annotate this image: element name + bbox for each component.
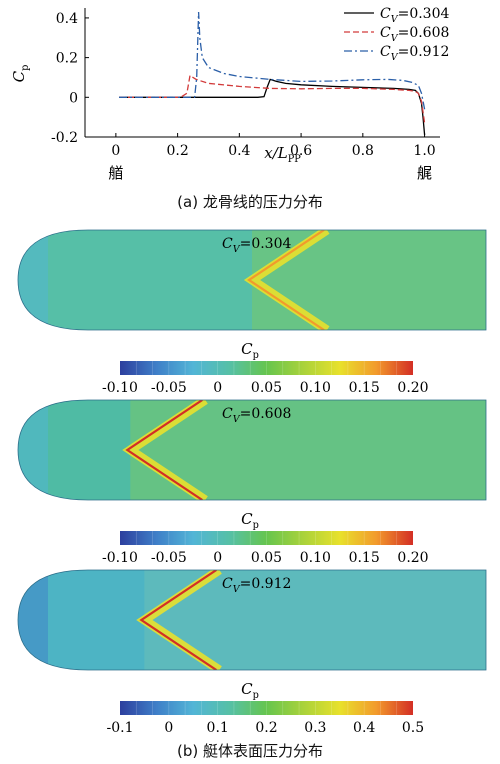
panel-label-3: CV=0.912 — [222, 576, 291, 595]
x-axis-label: x/LPP — [264, 144, 301, 165]
contour-panel-1: CV=0.304 Cp -0.10 -0.05 0 0.05 0.10 0.15 0.20 — [17, 229, 487, 396]
colorbar-tick-label: 0.10 — [300, 380, 331, 396]
shock-band — [243, 230, 330, 330]
y-axis-label: Cp — [10, 65, 31, 83]
colorbar — [120, 701, 413, 715]
wake-region — [130, 400, 486, 500]
hull-outline — [17, 569, 487, 671]
y-tick-label: 0 — [69, 90, 78, 106]
colorbar-label: Cp — [241, 340, 259, 361]
colorbar-tick-label: 0.05 — [251, 550, 282, 566]
shock-front — [139, 570, 217, 670]
colorbar-tick-label: -0.05 — [151, 380, 187, 396]
colorbar-tick-label: 0.1 — [207, 720, 229, 736]
colorbar-tick-label: 0.3 — [304, 720, 326, 736]
x-tick-label: 1.0 — [413, 143, 435, 159]
colorbar-tick-label: 0 — [164, 720, 173, 736]
colorbar-tick-label: 0.5 — [402, 720, 424, 736]
x-tick-label: 0.6 — [290, 143, 312, 159]
colorbar-tick-label: 0.2 — [255, 720, 277, 736]
bow-region — [18, 570, 48, 670]
series-line-1 — [119, 78, 426, 136]
x-tick-label: 0 — [111, 143, 120, 159]
bow-region — [18, 400, 48, 500]
y-tick-label: 0.2 — [56, 51, 78, 67]
colorbar-tick-label: 0.15 — [349, 380, 380, 396]
colorbar-tick-label: 0.05 — [251, 380, 282, 396]
colorbar-tick-label: 0.20 — [397, 380, 428, 396]
colorbar — [120, 531, 413, 545]
shock-band — [136, 570, 222, 670]
colorbar-tick-label: 0.20 — [397, 550, 428, 566]
y-tick-label: -0.2 — [51, 130, 78, 146]
shock-band — [122, 400, 208, 500]
wake-region — [252, 230, 486, 330]
bow-region — [18, 230, 48, 330]
y-tick-label: 0.4 — [56, 11, 78, 27]
colorbar-label: Cp — [241, 680, 259, 701]
legend-entry-3: CV=0.912 — [380, 44, 449, 63]
keel-pressure-chart: 0 0.2 0.4 0.6 0.8 1.0 -0.2 0 0.2 0.4 x/LPP Cp 艏 艉 CV=… — [10, 6, 449, 182]
shock-front — [247, 230, 325, 330]
colorbar-tick-label: 0 — [213, 550, 222, 566]
series-line-3 — [119, 11, 426, 110]
caption-b: (b) 艇体表面压力分布 — [177, 742, 323, 760]
shock-front — [125, 400, 203, 500]
colorbar-tick-label: 0.4 — [353, 720, 375, 736]
colorbar-label: Cp — [241, 510, 259, 531]
hull-outline — [17, 399, 487, 501]
stern-label: 艉 — [417, 164, 432, 182]
contour-panel-3: CV=0.912 Cp -0.1 0 0.1 0.2 0.3 0.4 0.5 — [17, 569, 487, 736]
colorbar-tick-label: -0.1 — [107, 720, 134, 736]
colorbar-tick-label: 0.15 — [349, 550, 380, 566]
colorbar — [120, 361, 413, 375]
x-tick-label: 0.2 — [166, 143, 188, 159]
panel-label-2: CV=0.608 — [222, 406, 291, 425]
colorbar-tick-label: 0 — [213, 380, 222, 396]
caption-a: (a) 龙骨线的压力分布 — [177, 193, 323, 211]
contour-panel-2: CV=0.608 Cp -0.10 -0.05 0 0.05 0.10 0.15 0.20 — [17, 399, 487, 566]
x-tick-label: 0.4 — [228, 143, 250, 159]
bow-label: 艏 — [108, 164, 123, 182]
colorbar-tick-label: -0.10 — [102, 380, 138, 396]
colorbar-tick-label: 0.10 — [300, 550, 331, 566]
x-tick-label: 0.8 — [352, 143, 374, 159]
legend-entry-1: CV=0.304 — [380, 6, 449, 25]
legend-entry-2: CV=0.608 — [380, 25, 449, 44]
series-line-2 — [119, 74, 426, 124]
panel-label-1: CV=0.304 — [222, 236, 291, 255]
colorbar-tick-label: -0.05 — [151, 550, 187, 566]
hull-outline — [17, 229, 487, 331]
colorbar-tick-label: -0.10 — [102, 550, 138, 566]
